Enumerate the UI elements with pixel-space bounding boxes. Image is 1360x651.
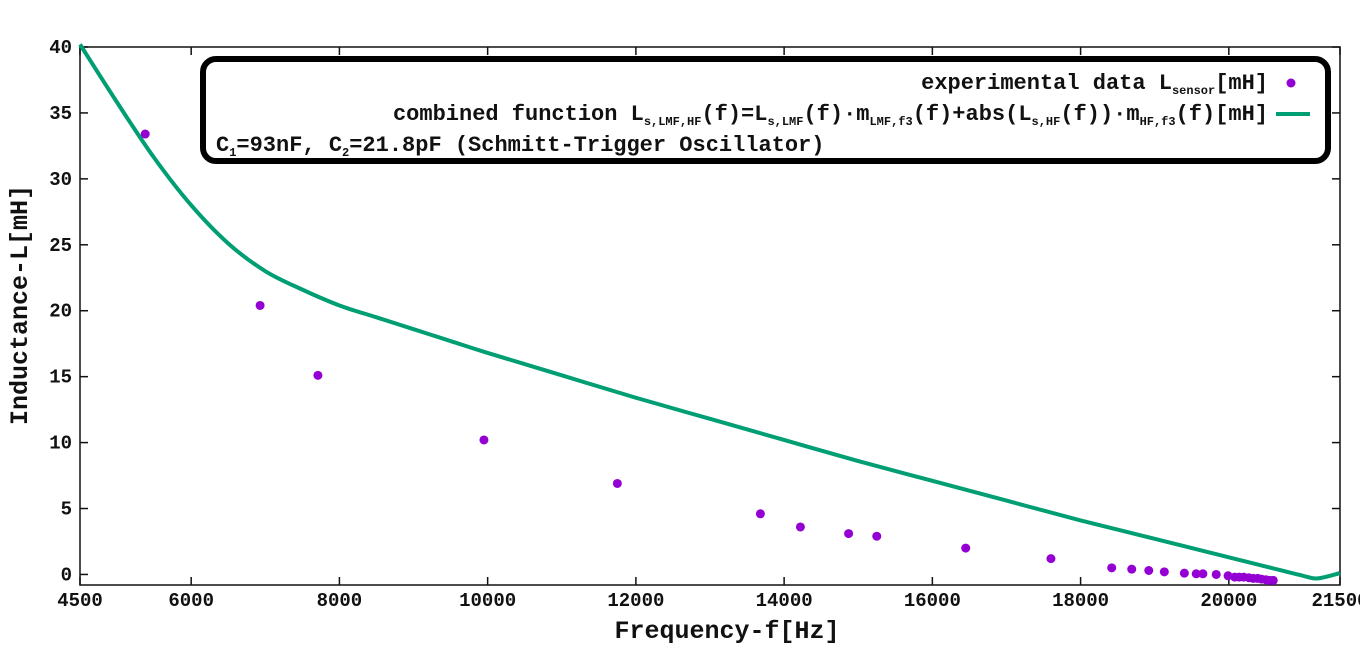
x-tick-label: 18000: [1052, 590, 1109, 612]
y-tick-label: 10: [49, 433, 72, 455]
data-point: [1046, 554, 1056, 564]
data-point: [1159, 567, 1169, 577]
legend-symbol-experimental: [1286, 78, 1296, 88]
data-point: [313, 370, 323, 380]
y-tick-label: 40: [49, 37, 72, 59]
data-point: [140, 129, 150, 139]
data-point: [755, 509, 765, 519]
data-point: [1107, 563, 1117, 573]
data-point: [961, 543, 971, 553]
data-point: [795, 522, 805, 532]
data-point: [479, 435, 489, 445]
x-tick-label: 6000: [168, 590, 214, 612]
data-point: [1179, 568, 1189, 578]
legend-box: [200, 56, 1331, 164]
x-axis-title: Frequency-f[Hz]: [614, 617, 839, 646]
x-tick-label: 10000: [459, 590, 516, 612]
y-tick-label: 5: [61, 499, 72, 521]
data-point: [844, 529, 854, 539]
legend-label-parameters: C1=93nF, C2=21.8pF (Schmitt-Trigger Osci…: [216, 133, 825, 160]
data-point: [1198, 569, 1208, 579]
data-point: [1127, 564, 1137, 574]
data-point: [1144, 565, 1154, 575]
legend: experimental data Lsensor[mH] combined f…: [200, 56, 1331, 164]
legend-label-experimental: experimental data Lsensor[mH]: [921, 71, 1268, 98]
legend-label-combined: combined function Ls,LMF,HF(f)=Ls,LMF(f)…: [393, 102, 1268, 129]
y-axis-title: Inductance-L[mH]: [6, 185, 35, 425]
data-point: [1268, 575, 1278, 585]
y-tick-label: 25: [49, 235, 72, 257]
combined-function-line: [78, 43, 1341, 581]
plot-frame: [79, 46, 1341, 586]
x-tick-label: 12000: [607, 590, 664, 612]
data-point: [612, 478, 622, 488]
data-point: [1191, 569, 1201, 579]
x-tick-label: 14000: [756, 590, 813, 612]
y-tick-label: 20: [49, 301, 72, 323]
x-tick-label: 4500: [57, 590, 103, 612]
data-point: [1223, 571, 1233, 581]
experimental-data-points: [140, 129, 1278, 585]
x-tick-label: 8000: [317, 590, 363, 612]
data-point: [872, 531, 882, 541]
y-tick-label: 15: [49, 367, 72, 389]
y-tick-label: 0: [61, 564, 72, 586]
x-axis: 4500 6000 8000 10000 12000 14000 16000 18000 200…: [57, 47, 1360, 612]
x-tick-label: 20000: [1200, 590, 1257, 612]
y-axis: 0 5 10 15 20 25 30 35 40: [49, 37, 1340, 586]
x-tick-label: 16000: [904, 590, 961, 612]
data-point: [255, 300, 265, 310]
data-point: [1211, 569, 1221, 579]
y-tick-label: 30: [49, 169, 72, 191]
y-tick-label: 35: [49, 103, 72, 125]
